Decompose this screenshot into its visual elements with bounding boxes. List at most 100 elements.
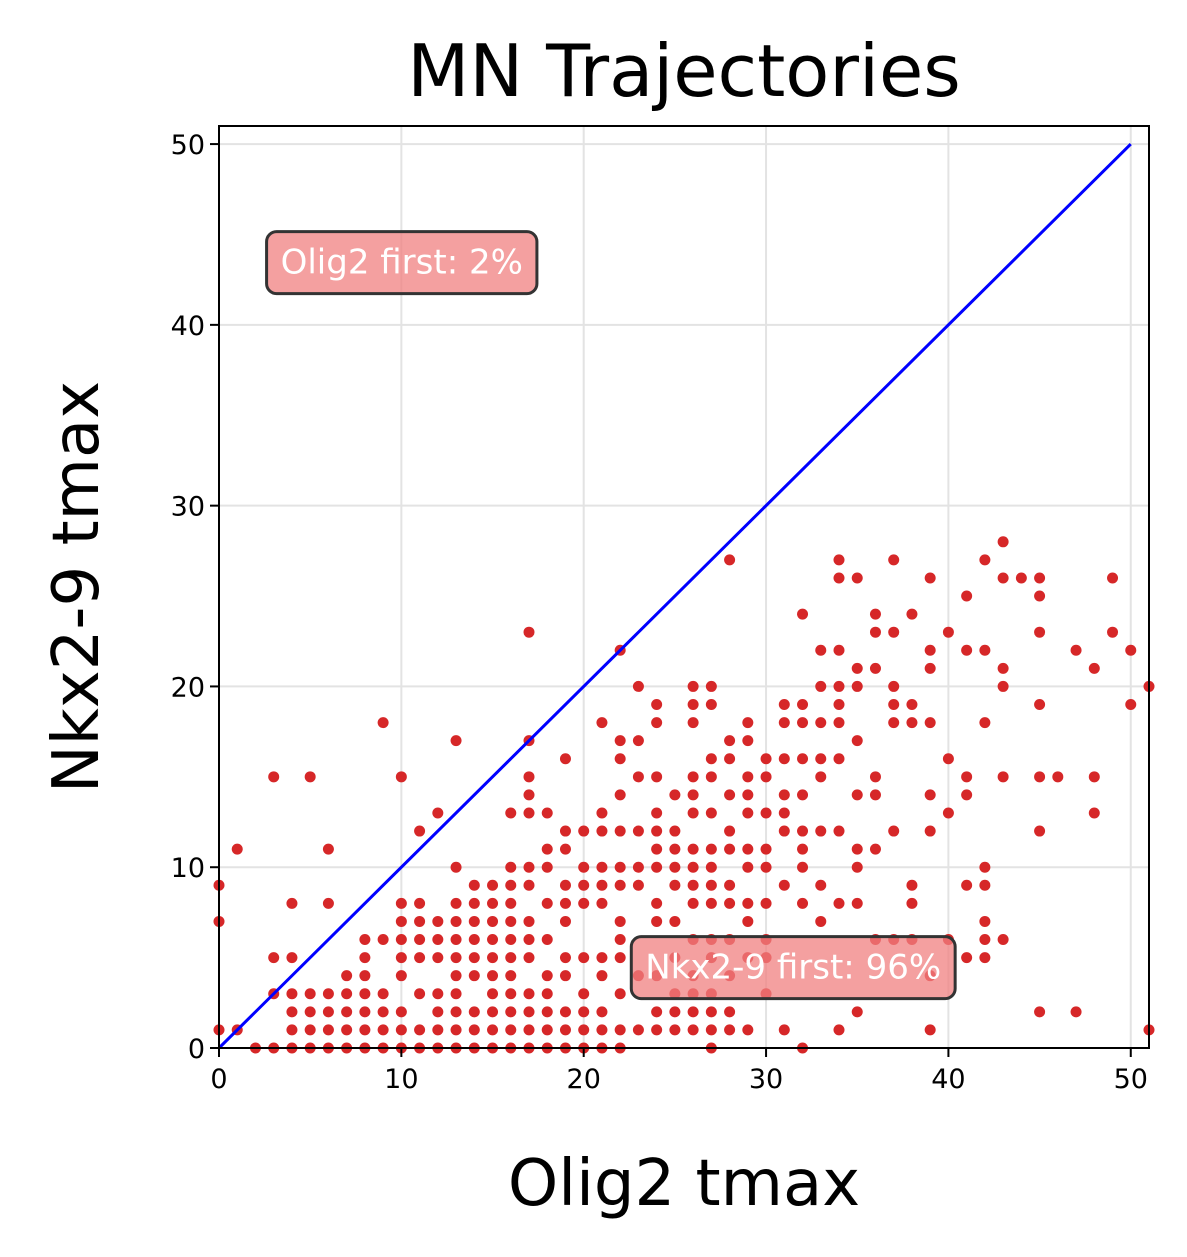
data-point xyxy=(742,861,754,873)
y-tick-label: 40 xyxy=(171,311,205,342)
data-point xyxy=(1088,662,1100,674)
data-point xyxy=(742,897,754,909)
data-point xyxy=(541,970,553,982)
data-point xyxy=(596,970,608,982)
data-point xyxy=(414,934,426,946)
data-point xyxy=(833,897,845,909)
data-point xyxy=(724,879,736,891)
data-point xyxy=(742,717,754,729)
data-point xyxy=(833,825,845,837)
data-point xyxy=(797,789,809,801)
data-point xyxy=(815,644,827,656)
data-point xyxy=(1034,825,1046,837)
data-point xyxy=(687,771,699,783)
data-point xyxy=(906,879,918,891)
data-point xyxy=(979,934,991,946)
data-point xyxy=(906,608,918,620)
data-point xyxy=(669,879,681,891)
annotation-background xyxy=(265,230,539,296)
y-tick-label: 0 xyxy=(188,1034,205,1065)
data-point xyxy=(505,879,517,891)
data-point xyxy=(450,1024,462,1036)
data-point xyxy=(432,988,444,1000)
data-point xyxy=(778,879,790,891)
data-point xyxy=(523,1006,535,1018)
data-point xyxy=(942,807,954,819)
data-point xyxy=(487,988,499,1000)
data-point xyxy=(414,988,426,1000)
annotation-text: Olig2 first: 2% xyxy=(281,243,523,283)
data-point xyxy=(487,1024,499,1036)
data-point xyxy=(815,753,827,765)
x-tick-label: 10 xyxy=(384,1064,418,1095)
data-point xyxy=(778,825,790,837)
data-point xyxy=(541,988,553,1000)
data-point xyxy=(505,807,517,819)
data-point xyxy=(505,1024,517,1036)
data-point xyxy=(359,1024,371,1036)
data-point xyxy=(578,861,590,873)
data-point xyxy=(523,915,535,927)
data-point xyxy=(596,825,608,837)
data-point xyxy=(778,789,790,801)
data-point xyxy=(231,843,243,855)
data-point xyxy=(651,897,663,909)
annotation-background xyxy=(629,935,957,1001)
data-point xyxy=(669,1006,681,1018)
data-point xyxy=(614,735,626,747)
data-point xyxy=(541,897,553,909)
data-point xyxy=(979,915,991,927)
data-point xyxy=(559,825,571,837)
data-point xyxy=(815,680,827,692)
data-point xyxy=(450,861,462,873)
data-point xyxy=(687,699,699,711)
data-point xyxy=(778,699,790,711)
data-point xyxy=(687,807,699,819)
data-point xyxy=(705,680,717,692)
data-point xyxy=(705,753,717,765)
data-point xyxy=(669,915,681,927)
data-point xyxy=(705,879,717,891)
data-point xyxy=(614,952,626,964)
x-tick-label: 50 xyxy=(1114,1064,1148,1095)
data-point xyxy=(614,861,626,873)
data-point xyxy=(286,1006,298,1018)
data-point xyxy=(614,988,626,1000)
data-point xyxy=(669,825,681,837)
data-point xyxy=(815,771,827,783)
data-point xyxy=(651,1006,663,1018)
data-point xyxy=(468,952,480,964)
data-point xyxy=(997,934,1009,946)
x-tick-label: 0 xyxy=(210,1064,227,1095)
data-point xyxy=(505,861,517,873)
data-point xyxy=(359,970,371,982)
y-axis-ticks: 0 10 20 30 40 50 xyxy=(171,130,219,1065)
data-point xyxy=(468,1006,480,1018)
data-point xyxy=(797,861,809,873)
data-point xyxy=(651,915,663,927)
data-point xyxy=(924,1024,936,1036)
data-point xyxy=(414,915,426,927)
data-point xyxy=(815,717,827,729)
y-tick-label: 20 xyxy=(171,672,205,703)
data-point xyxy=(596,1024,608,1036)
data-point xyxy=(559,915,571,927)
data-point xyxy=(614,879,626,891)
data-point xyxy=(523,861,535,873)
data-point xyxy=(395,1006,407,1018)
data-point xyxy=(1088,771,1100,783)
data-point xyxy=(1015,572,1027,584)
data-point xyxy=(705,771,717,783)
data-point xyxy=(487,897,499,909)
data-point xyxy=(724,1024,736,1036)
data-point xyxy=(851,572,863,584)
data-point xyxy=(833,1024,845,1036)
data-point xyxy=(961,590,973,602)
data-point xyxy=(632,861,644,873)
data-point xyxy=(1034,771,1046,783)
data-point xyxy=(559,879,571,891)
y-tick-label: 30 xyxy=(171,492,205,523)
data-point xyxy=(341,988,353,1000)
data-point xyxy=(906,699,918,711)
data-point xyxy=(541,1006,553,1018)
